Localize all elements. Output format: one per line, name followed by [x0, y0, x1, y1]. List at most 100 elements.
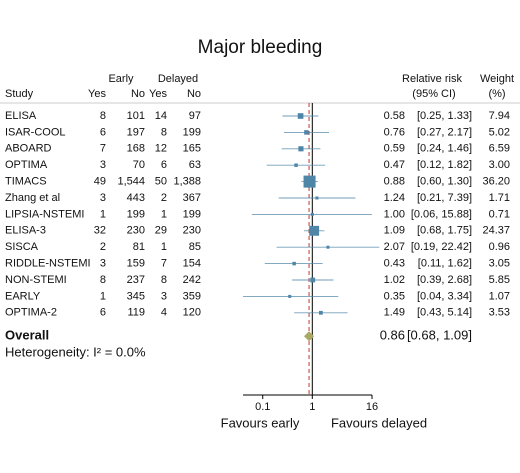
count-cell: 4	[161, 307, 167, 319]
count-cell: 1	[161, 241, 167, 253]
count-cell: 359	[183, 290, 201, 302]
study-name: RIDDLE-NSTEMI	[5, 258, 91, 270]
ci-label: [0.06, 15.88]	[411, 208, 472, 220]
effect-square	[319, 310, 323, 315]
overall-effect: 0.86	[380, 328, 405, 343]
count-cell: 3	[100, 159, 106, 171]
effect-square	[304, 130, 309, 135]
ci-label: [0.39, 2.68]	[417, 274, 472, 286]
count-cell: 14	[155, 110, 167, 122]
count-cell: 8	[161, 126, 167, 138]
study-name: ELISA	[5, 110, 37, 122]
x-label: Favours delayed	[331, 415, 427, 430]
weight-header: (%)	[488, 88, 505, 100]
count-cell: 6	[100, 307, 106, 319]
study-name: OPTIMA	[5, 159, 48, 171]
x-tick-label: 1	[309, 401, 315, 413]
ci-label: [0.43, 5.14]	[417, 307, 472, 319]
count-cell: 7	[100, 143, 106, 155]
count-cell: 199	[183, 126, 201, 138]
weight-label: 24.37	[482, 225, 510, 237]
ci-label: [0.11, 1.62]	[418, 258, 472, 270]
effect-label: 0.76	[384, 126, 405, 138]
count-cell: 3	[100, 192, 106, 204]
study-name: LIPSIA-NSTEMI	[5, 208, 84, 220]
study-name: SISCA	[5, 241, 39, 253]
study-name: NON-STEMI	[5, 274, 67, 286]
count-cell: 230	[183, 225, 201, 237]
study-name: Zhang et al	[5, 192, 60, 204]
column-header: No	[187, 88, 201, 100]
ci-label: [0.68, 1.75]	[417, 225, 472, 237]
ci-label: [0.04, 3.34]	[417, 290, 472, 302]
effect-label: 1.02	[384, 274, 405, 286]
weight-label: 5.85	[489, 274, 510, 286]
group-header: Delayed	[158, 73, 198, 85]
effect-square	[297, 113, 304, 119]
count-cell: 230	[127, 225, 145, 237]
count-cell: 159	[127, 258, 145, 270]
weight-label: 6.59	[489, 143, 510, 155]
effect-label: 0.47	[384, 159, 405, 171]
column-header: No	[131, 88, 145, 100]
ci-label: [0.27, 2.17]	[417, 126, 472, 138]
effect-label: 1.00	[384, 208, 405, 220]
study-name: ABOARD	[5, 143, 52, 155]
column-header: Study	[5, 88, 34, 100]
effect-square	[294, 163, 298, 167]
weight-label: 0.96	[489, 241, 510, 253]
count-cell: 2	[161, 192, 167, 204]
count-cell: 50	[155, 176, 167, 188]
count-cell: 197	[127, 126, 145, 138]
count-cell: 6	[161, 159, 167, 171]
count-cell: 8	[161, 274, 167, 286]
effect-label: 0.58	[384, 110, 405, 122]
count-cell: 8	[100, 110, 106, 122]
weight-label: 1.07	[489, 290, 510, 302]
count-cell: 97	[189, 110, 201, 122]
count-cell: 2	[100, 241, 106, 253]
count-cell: 1	[161, 208, 167, 220]
count-cell: 367	[183, 192, 201, 204]
effect-square	[288, 294, 292, 298]
count-cell: 63	[189, 159, 201, 171]
count-cell: 8	[100, 274, 106, 286]
count-cell: 12	[155, 143, 167, 155]
overall-label: Overall	[5, 328, 49, 343]
count-cell: 1	[100, 290, 106, 302]
count-cell: 199	[127, 208, 145, 220]
ci-label: [0.12, 1.82]	[417, 159, 472, 171]
effect-square	[303, 175, 316, 188]
study-name: ISAR-COOL	[5, 126, 66, 138]
count-cell: 199	[183, 208, 201, 220]
count-cell: 7	[161, 258, 167, 270]
effect-header: (95% CI)	[412, 88, 455, 100]
effect-label: 0.59	[384, 143, 405, 155]
overall-ci: [0.68, 1.09]	[407, 328, 472, 343]
study-name: EARLY	[5, 290, 41, 302]
count-cell: 165	[183, 143, 201, 155]
effect-header: Relative risk	[402, 73, 462, 85]
count-cell: 1,544	[117, 176, 145, 188]
group-header: Early	[108, 73, 134, 85]
effect-square	[315, 196, 319, 200]
weight-label: 3.00	[489, 159, 510, 171]
count-cell: 242	[183, 274, 201, 286]
count-cell: 6	[100, 126, 106, 138]
weight-label: 0.71	[489, 208, 510, 220]
count-cell: 3	[100, 258, 106, 270]
weight-label: 5.02	[489, 126, 510, 138]
count-cell: 101	[127, 110, 145, 122]
ci-label: [0.25, 1.33]	[417, 110, 472, 122]
count-cell: 49	[94, 176, 106, 188]
count-cell: 1,388	[173, 176, 201, 188]
weight-label: 36.20	[482, 176, 510, 188]
effect-square	[298, 146, 304, 152]
weight-label: 1.71	[489, 192, 510, 204]
weight-label: 3.05	[489, 258, 510, 270]
study-name: TIMACS	[5, 176, 47, 188]
effect-label: 0.88	[384, 176, 405, 188]
count-cell: 1	[100, 208, 106, 220]
